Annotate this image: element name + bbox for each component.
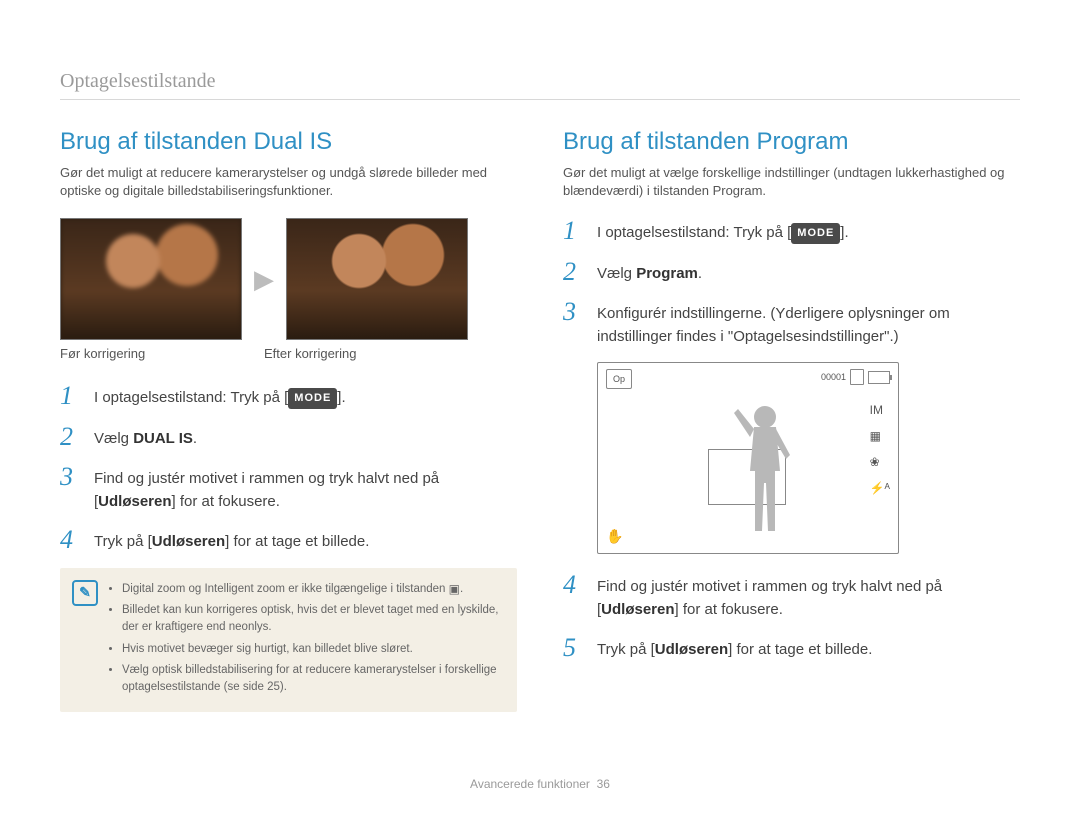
image-before (60, 218, 242, 340)
step-bold: Udløseren (98, 493, 171, 510)
footer-page-number: 36 (597, 777, 610, 791)
intro-dual-is: Gør det muligt at reducere kamerarystels… (60, 164, 517, 200)
arrow-right-icon: ▶ (254, 264, 274, 295)
step-text: I optagelsestilstand: Tryk på [ (597, 224, 791, 241)
comparison-images: ▶ (60, 218, 517, 340)
program-step-1: 1 I optagelsestilstand: Tryk på [MODE]. (563, 218, 1020, 245)
step-text: ] for at tage et billede. (728, 641, 872, 658)
shot-counter: 00001 (821, 372, 846, 382)
step-number: 4 (60, 527, 80, 553)
image-after (286, 218, 468, 340)
flash-auto-icon: ⚡ᴬ (870, 481, 890, 495)
note-box: ✎ Digital zoom og Intelligent zoom er ik… (60, 568, 517, 713)
dual-is-step-4: 4 Tryk på [Udløseren] for at tage et bil… (60, 527, 517, 554)
step-text: . (698, 265, 702, 282)
step-number: 2 (563, 259, 583, 285)
dual-is-step-2: 2 Vælg DUAL IS. (60, 424, 517, 451)
dual-is-step-3: 3 Find og justér motivet i rammen og try… (60, 464, 517, 513)
note-item: Hvis motivet bevæger sig hurtigt, kan bi… (122, 641, 501, 658)
step-number: 3 (563, 299, 583, 325)
caption-before: Før korrigering (60, 346, 252, 361)
step-text: . (193, 430, 197, 447)
step-text: ] for at fokusere. (675, 601, 783, 618)
stabilization-icon: ✋ (606, 528, 623, 545)
step-text: I optagelsestilstand: Tryk på [ (94, 389, 288, 406)
note-item: Billedet kan kun korrigeres optisk, hvis… (122, 602, 501, 637)
right-column: Brug af tilstanden Program Gør det mulig… (563, 128, 1020, 712)
note-item: Digital zoom og Intelligent zoom er ikke… (122, 580, 501, 598)
program-step-2: 2 Vælg Program. (563, 259, 1020, 286)
step-text: ] for at fokusere. (172, 493, 280, 510)
note-icon: ✎ (72, 580, 98, 606)
person-silhouette (720, 401, 810, 541)
step-number: 2 (60, 424, 80, 450)
section-title-dual-is: Brug af tilstanden Dual IS (60, 128, 517, 156)
mode-badge-icon: Op (606, 369, 632, 389)
breadcrumb: Optagelsestilstande (60, 70, 1020, 100)
step-number: 1 (563, 218, 583, 244)
step-number: 4 (563, 572, 583, 598)
dual-is-mode-icon: ▣ (449, 580, 460, 598)
step-text: Find og justér motivet i rammen og tryk … (597, 578, 942, 595)
mode-chip: MODE (791, 223, 840, 244)
step-text: ] for at tage et billede. (225, 533, 369, 550)
step-text: Find og justér motivet i rammen og tryk … (94, 470, 439, 487)
page-footer: Avancerede funktioner 36 (0, 777, 1080, 791)
section-title-program: Brug af tilstanden Program (563, 128, 1020, 156)
left-column: Brug af tilstanden Dual IS Gør det mulig… (60, 128, 517, 712)
program-step-5: 5 Tryk på [Udløseren] for at tage et bil… (563, 635, 1020, 662)
step-text: Konfigurér indstillingerne. (Yderligere … (597, 299, 1020, 348)
step-number: 1 (60, 383, 80, 409)
mode-chip: MODE (288, 388, 337, 409)
program-step-3: 3 Konfigurér indstillingerne. (Yderliger… (563, 299, 1020, 348)
step-text: Vælg (94, 430, 133, 447)
step-bold: Udløseren (601, 601, 674, 618)
step-text: Tryk på [ (94, 533, 152, 550)
step-bold: Udløseren (655, 641, 728, 658)
battery-icon (868, 371, 890, 384)
sd-card-icon (850, 369, 864, 385)
camera-screen-mock: Op 00001 IM ▦ ❀ ⚡ᴬ ✋ (597, 362, 899, 554)
step-bold: DUAL IS (133, 430, 193, 447)
step-text: ]. (840, 224, 848, 241)
caption-after: Efter korrigering (264, 346, 356, 361)
flower-icon: ❀ (870, 455, 890, 469)
step-bold: Udløseren (152, 533, 225, 550)
step-number: 5 (563, 635, 583, 661)
step-text: Tryk på [ (597, 641, 655, 658)
step-text: ]. (337, 389, 345, 406)
intro-program: Gør det muligt at vælge forskellige inds… (563, 164, 1020, 200)
step-text: Vælg (597, 265, 636, 282)
footer-section: Avancerede funktioner (470, 777, 590, 791)
note-item: Vælg optisk billedstabilisering for at r… (122, 662, 501, 697)
resolution-icon: IM (870, 403, 890, 417)
program-step-4: 4 Find og justér motivet i rammen og try… (563, 572, 1020, 621)
step-number: 3 (60, 464, 80, 490)
dual-is-step-1: 1 I optagelsestilstand: Tryk på [MODE]. (60, 383, 517, 410)
quality-icon: ▦ (870, 429, 890, 443)
step-bold: Program (636, 265, 698, 282)
